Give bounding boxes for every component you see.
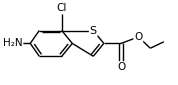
Text: Cl: Cl <box>57 3 67 13</box>
Text: O: O <box>134 32 142 42</box>
Text: O: O <box>117 62 125 72</box>
Text: H₂N: H₂N <box>3 38 23 48</box>
Text: S: S <box>90 26 97 36</box>
